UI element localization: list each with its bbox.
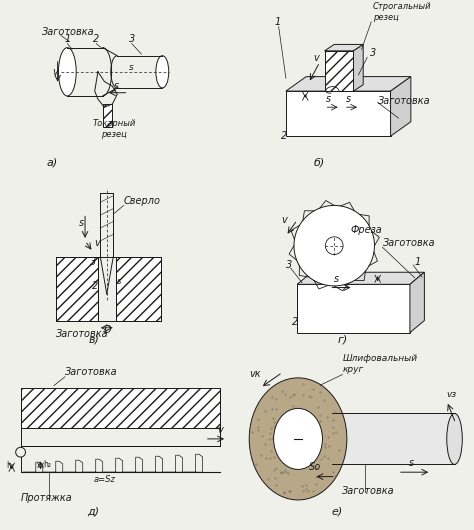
Text: s: s <box>79 218 84 228</box>
Text: 2: 2 <box>91 281 98 291</box>
Text: s: s <box>346 94 351 104</box>
Text: s: s <box>128 63 133 72</box>
Polygon shape <box>143 456 163 472</box>
Text: 2: 2 <box>281 131 287 142</box>
Text: Фреза: Фреза <box>350 225 382 235</box>
Polygon shape <box>23 462 43 472</box>
Text: 2: 2 <box>292 316 299 326</box>
Polygon shape <box>83 459 103 472</box>
Polygon shape <box>182 454 202 472</box>
Text: Заготовка: Заготовка <box>378 96 430 106</box>
Polygon shape <box>391 77 411 136</box>
Text: D: D <box>103 325 111 334</box>
Polygon shape <box>123 457 143 472</box>
Text: а): а) <box>46 157 58 167</box>
Text: б): б) <box>313 157 325 167</box>
Text: vз: vз <box>447 390 457 399</box>
Polygon shape <box>20 428 220 446</box>
Polygon shape <box>20 388 220 446</box>
Polygon shape <box>116 257 161 321</box>
Text: v: v <box>217 426 223 435</box>
Circle shape <box>294 206 374 286</box>
Text: Сверло: Сверло <box>124 196 161 206</box>
Text: h₂: h₂ <box>43 460 51 469</box>
Polygon shape <box>354 45 363 91</box>
Polygon shape <box>103 104 112 127</box>
Ellipse shape <box>249 378 347 500</box>
Text: 1: 1 <box>274 17 281 27</box>
Text: Протяжка: Протяжка <box>20 493 73 503</box>
Polygon shape <box>286 77 411 91</box>
Polygon shape <box>325 45 363 51</box>
Text: 1: 1 <box>415 257 421 267</box>
Text: 1: 1 <box>64 34 70 44</box>
Text: 3: 3 <box>370 48 376 58</box>
Polygon shape <box>56 257 98 321</box>
Text: д): д) <box>87 506 99 516</box>
Text: Sо: Sо <box>309 462 321 472</box>
Ellipse shape <box>58 48 76 96</box>
Ellipse shape <box>447 413 462 464</box>
Polygon shape <box>163 455 182 472</box>
Text: v: v <box>281 215 287 225</box>
Text: s: s <box>326 94 331 104</box>
Circle shape <box>325 237 343 254</box>
Text: Заготовка: Заготовка <box>342 487 395 497</box>
Text: г): г) <box>337 334 348 344</box>
Polygon shape <box>286 91 391 136</box>
Text: 3: 3 <box>90 257 96 267</box>
Text: Заготовка: Заготовка <box>42 26 94 37</box>
Ellipse shape <box>273 409 322 470</box>
Text: в): в) <box>88 334 99 344</box>
Polygon shape <box>410 272 424 333</box>
Text: s: s <box>114 81 119 91</box>
Text: a=Sz: a=Sz <box>94 475 116 484</box>
Text: е): е) <box>331 506 343 516</box>
Polygon shape <box>325 51 354 91</box>
Text: s: s <box>117 277 122 286</box>
Text: Строгальный
резец: Строгальный резец <box>373 2 431 22</box>
Polygon shape <box>63 460 83 472</box>
Polygon shape <box>297 272 424 284</box>
Polygon shape <box>297 284 410 333</box>
Text: Шлифовальный
круг: Шлифовальный круг <box>342 354 418 374</box>
Text: s: s <box>409 457 414 467</box>
Text: v: v <box>94 237 100 248</box>
Text: h₁: h₁ <box>6 461 14 470</box>
Text: vк: vк <box>249 369 261 379</box>
Text: 3: 3 <box>128 34 135 44</box>
Ellipse shape <box>156 56 169 88</box>
Text: 2: 2 <box>93 34 100 44</box>
Ellipse shape <box>325 413 340 464</box>
Text: Заготовка: Заготовка <box>56 330 109 339</box>
Text: v: v <box>52 67 58 77</box>
Polygon shape <box>103 458 123 472</box>
Text: 3: 3 <box>286 260 292 270</box>
Text: Токарный
резец: Токарный резец <box>92 119 136 139</box>
Polygon shape <box>43 461 63 472</box>
Text: s: s <box>334 274 339 284</box>
Text: Заготовка: Заготовка <box>65 367 118 376</box>
Text: Заготовка: Заготовка <box>383 237 435 248</box>
Text: v: v <box>313 52 319 63</box>
